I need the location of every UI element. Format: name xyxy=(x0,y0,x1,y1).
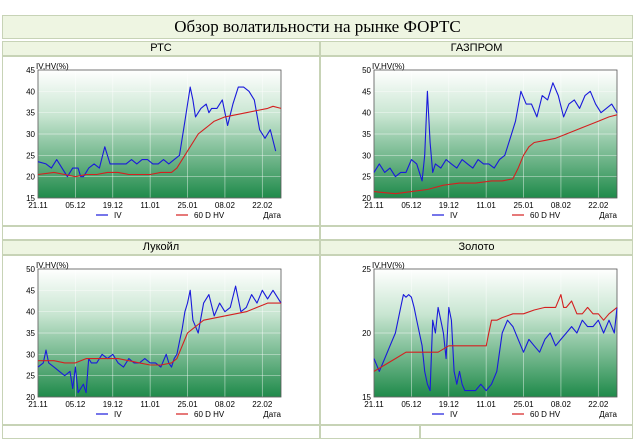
y-tick-label: 45 xyxy=(26,286,35,295)
y-tick-label: 45 xyxy=(26,66,35,75)
legend-entry: IV xyxy=(114,410,122,419)
y-tick-label: 25 xyxy=(26,372,35,381)
table-footer-cell xyxy=(420,425,633,439)
x-tick-label: 05.12 xyxy=(65,201,86,210)
x-tick-label: 05.12 xyxy=(65,400,86,409)
y-tick-label: 25 xyxy=(362,173,371,182)
legend-entry: IV xyxy=(450,211,458,220)
series-line-hv xyxy=(37,105,282,178)
x-tick-label: 21.11 xyxy=(364,400,384,409)
x-tick-label: 22.02 xyxy=(588,201,609,210)
x-tick-label: 08.02 xyxy=(551,400,572,409)
legend-entry: 60 D HV xyxy=(194,410,225,419)
y-tick-label: 30 xyxy=(26,130,35,139)
chart-rts: 15 20 25 30 35 40 45 21.11 05.12 19.12 11.01 25.01 0… xyxy=(26,62,282,220)
x-tick-label: 11.01 xyxy=(140,201,160,210)
x-tick-label: 11.01 xyxy=(140,400,160,409)
x-tick-label: 21.11 xyxy=(28,201,48,210)
plot-frame xyxy=(37,69,282,199)
table-footer-cell xyxy=(2,226,320,240)
y-tick-label: 40 xyxy=(26,87,35,96)
x-tick-label: 25.01 xyxy=(514,400,535,409)
chart-gazprom: 20 25 30 35 40 45 50 21.11 05.12 19.12 11.01 25.01 0… xyxy=(362,62,618,220)
y-tick-label: 15 xyxy=(362,393,371,402)
y-tick-label: 25 xyxy=(362,265,371,274)
y-tick-label: 20 xyxy=(26,173,35,182)
x-tick-label: 08.02 xyxy=(551,201,572,210)
table-footer-cell xyxy=(320,425,420,439)
x-tick-label: 05.12 xyxy=(401,201,422,210)
y-tick-label: 20 xyxy=(362,194,371,203)
x-axis-label: Дата xyxy=(263,211,281,220)
table-footer-cell xyxy=(2,425,320,439)
y-tick-label: 45 xyxy=(362,87,371,96)
plot-frame xyxy=(373,268,618,398)
y-tick-label: 30 xyxy=(362,151,371,160)
chart-lukoil: 20 25 30 35 40 45 50 21.11 05.12 19.12 11.01 25.01 0… xyxy=(26,261,282,419)
series-line-iv xyxy=(373,294,618,392)
chart-header-lukoil: Лукойл xyxy=(2,240,320,255)
table-footer-cell xyxy=(320,226,633,240)
legend-entry: 60 D HV xyxy=(530,211,561,220)
legend-entry: IV xyxy=(450,410,458,419)
y-tick-label: 20 xyxy=(26,393,35,402)
x-tick-label: 08.02 xyxy=(215,201,236,210)
y-tick-label: 50 xyxy=(26,265,35,274)
x-axis-label: Дата xyxy=(599,211,617,220)
legend-entry: 60 D HV xyxy=(194,211,225,220)
series-line-iv xyxy=(37,86,277,178)
x-tick-label: 11.01 xyxy=(476,201,496,210)
y-tick-label: 25 xyxy=(26,151,35,160)
y-tick-label: 30 xyxy=(26,350,35,359)
x-tick-label: 08.02 xyxy=(215,400,236,409)
x-tick-label: 25.01 xyxy=(178,400,199,409)
series-line-hv xyxy=(373,294,618,372)
series-line-hv xyxy=(38,302,281,366)
y-tick-label: 40 xyxy=(26,308,35,317)
series-line-hv xyxy=(373,114,618,195)
y-axis-label: IV,HV(%) xyxy=(36,261,69,270)
x-tick-label: 19.12 xyxy=(439,400,460,409)
y-tick-label: 40 xyxy=(362,109,371,118)
x-tick-label: 22.02 xyxy=(588,400,609,409)
y-tick-label: 20 xyxy=(362,329,371,338)
x-tick-label: 05.12 xyxy=(401,400,422,409)
y-tick-label: 15 xyxy=(26,194,35,203)
x-tick-label: 25.01 xyxy=(514,201,535,210)
x-tick-label: 25.01 xyxy=(178,201,199,210)
plot-frame xyxy=(37,268,282,398)
x-tick-label: 21.11 xyxy=(28,400,48,409)
chart-header-rts: РТС xyxy=(2,41,320,56)
y-axis-label: IV,HV(%) xyxy=(372,261,405,270)
x-tick-label: 19.12 xyxy=(103,201,124,210)
chart-gold: 15 20 25 21.11 05.12 19.12 11.01 25.01 08.02 22.0… xyxy=(362,261,618,419)
series-line-iv xyxy=(373,82,618,182)
y-tick-label: 35 xyxy=(362,130,371,139)
x-tick-label: 11.01 xyxy=(476,400,496,409)
chart-header-gold: Золото xyxy=(320,240,633,255)
legend-entry: 60 D HV xyxy=(530,410,561,419)
x-tick-label: 22.02 xyxy=(252,201,273,210)
x-tick-label: 19.12 xyxy=(439,201,460,210)
legend-entry: IV xyxy=(114,211,122,220)
x-axis-label: Дата xyxy=(599,410,617,419)
x-axis-label: Дата xyxy=(263,410,281,419)
page-title: Обзор волатильности на рынке ФОРТС xyxy=(2,15,633,39)
y-tick-label: 35 xyxy=(26,329,35,338)
x-tick-label: 19.12 xyxy=(103,400,124,409)
plot-frame xyxy=(373,69,618,199)
y-tick-label: 35 xyxy=(26,109,35,118)
x-tick-label: 22.02 xyxy=(252,400,273,409)
y-axis-label: IV,HV(%) xyxy=(372,62,405,71)
chart-header-gazprom: ГАЗПРОМ xyxy=(320,41,633,56)
x-tick-label: 21.11 xyxy=(364,201,384,210)
y-tick-label: 50 xyxy=(362,66,371,75)
y-axis-label: IV,HV(%) xyxy=(36,62,69,71)
